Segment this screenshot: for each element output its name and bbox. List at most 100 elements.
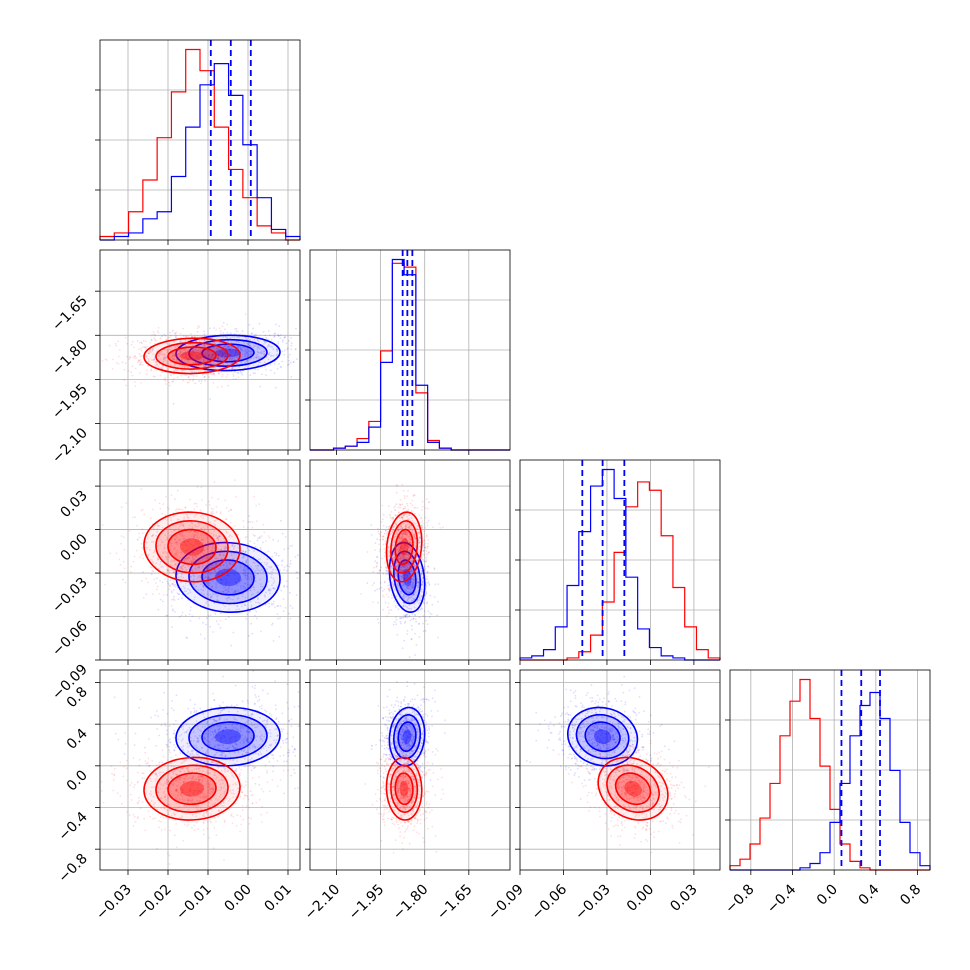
sample-point-red: [386, 570, 389, 573]
sample-point-blue: [273, 551, 276, 554]
sample-point-red: [192, 548, 195, 551]
sample-point-blue: [259, 589, 262, 591]
sample-point-blue: [184, 558, 187, 561]
sample-point-blue: [218, 535, 221, 538]
sample-point-red: [104, 358, 107, 360]
sample-point-blue: [264, 709, 266, 712]
sample-point-red: [411, 511, 414, 513]
sample-point-blue: [231, 357, 233, 360]
sample-point-red: [167, 349, 169, 352]
sample-point-red: [93, 583, 95, 585]
sample-point-red: [423, 540, 426, 542]
sample-point-red: [211, 355, 213, 358]
sample-point-blue: [265, 336, 268, 339]
sample-point-red: [423, 574, 426, 576]
sample-point-blue: [183, 356, 186, 359]
sample-point-red: [406, 502, 408, 505]
sample-point-red: [421, 500, 424, 503]
sample-point-red: [188, 365, 190, 368]
sample-point-blue: [212, 592, 214, 594]
sample-point-blue: [232, 558, 234, 560]
sample-point-blue: [273, 372, 276, 374]
sample-point-blue: [193, 583, 196, 585]
sample-point-blue: [301, 351, 303, 353]
sample-point-red: [168, 336, 171, 339]
sample-point-red: [164, 377, 167, 380]
sample-point-blue: [228, 354, 231, 357]
sample-point-red: [223, 579, 225, 581]
sample-point-red: [179, 524, 182, 526]
sample-point-red: [173, 529, 176, 532]
sample-point-red: [198, 543, 201, 545]
sample-point-red: [190, 560, 193, 562]
sample-point-red: [148, 352, 151, 355]
sample-point-red: [209, 597, 212, 600]
sample-point-blue: [329, 353, 331, 355]
sample-point-red: [173, 548, 175, 551]
sample-point-blue: [252, 561, 255, 564]
sample-point-blue: [239, 585, 242, 587]
sample-point-red: [258, 537, 261, 539]
sample-point-red: [195, 514, 198, 516]
sample-point-red: [146, 345, 149, 348]
sample-point-blue: [255, 565, 257, 567]
sample-point-red: [182, 525, 185, 528]
sample-point-blue: [221, 352, 224, 354]
sample-point-red: [421, 522, 424, 525]
sample-point-red: [197, 361, 199, 364]
sample-point-red: [432, 526, 434, 528]
sample-point-blue: [170, 707, 173, 710]
sample-point-blue: [205, 617, 208, 620]
sample-point-red: [196, 358, 199, 361]
sample-point-red: [204, 356, 207, 359]
sample-point-red: [237, 330, 239, 333]
sample-point-red: [195, 555, 198, 558]
sample-point-red: [402, 508, 405, 510]
sample-point-blue: [166, 362, 169, 365]
sample-point-red: [225, 361, 228, 364]
sample-point-blue: [234, 356, 236, 358]
sample-point-blue: [250, 606, 253, 609]
sample-point-blue: [270, 714, 273, 717]
sample-point-blue: [244, 765, 247, 768]
sample-point-blue: [184, 351, 187, 354]
sample-point-blue: [225, 579, 228, 582]
sample-point-red: [173, 529, 176, 532]
sample-point-red: [245, 355, 248, 358]
sample-point-red: [124, 581, 127, 584]
sample-point-blue: [222, 322, 225, 324]
sample-point-blue: [272, 354, 275, 357]
sample-point-red: [384, 540, 387, 543]
sample-point-blue: [150, 566, 153, 569]
sample-point-red: [190, 530, 192, 532]
sample-point-blue: [250, 622, 253, 625]
sample-point-red: [417, 567, 420, 570]
sample-point-red: [208, 340, 210, 343]
sample-point-blue: [146, 364, 149, 367]
sample-point-blue: [297, 705, 300, 708]
sample-point-blue: [294, 556, 297, 558]
sample-point-blue: [189, 620, 192, 622]
sample-point-blue: [235, 605, 238, 607]
sample-point-blue: [225, 561, 228, 563]
sample-point-red: [127, 370, 130, 372]
sample-point-blue: [280, 366, 283, 369]
sample-point-blue: [238, 336, 240, 339]
sample-point-red: [366, 551, 369, 553]
sample-point-red: [205, 566, 208, 569]
sample-point-red: [211, 510, 214, 513]
sample-point-blue: [296, 358, 298, 360]
sample-point-red: [387, 587, 390, 590]
sample-point-blue: [250, 769, 253, 772]
sample-point-red: [383, 588, 386, 591]
sample-point-red: [427, 501, 430, 503]
sample-point-red: [203, 582, 206, 584]
sample-point-red: [186, 545, 188, 547]
sample-point-red: [140, 355, 143, 357]
panel-frame: [309, 249, 511, 451]
sample-point-blue: [173, 595, 175, 598]
sample-point-red: [185, 354, 188, 357]
sample-point-blue: [289, 604, 292, 607]
sample-point-red: [187, 381, 190, 384]
sample-point-red: [184, 544, 187, 546]
